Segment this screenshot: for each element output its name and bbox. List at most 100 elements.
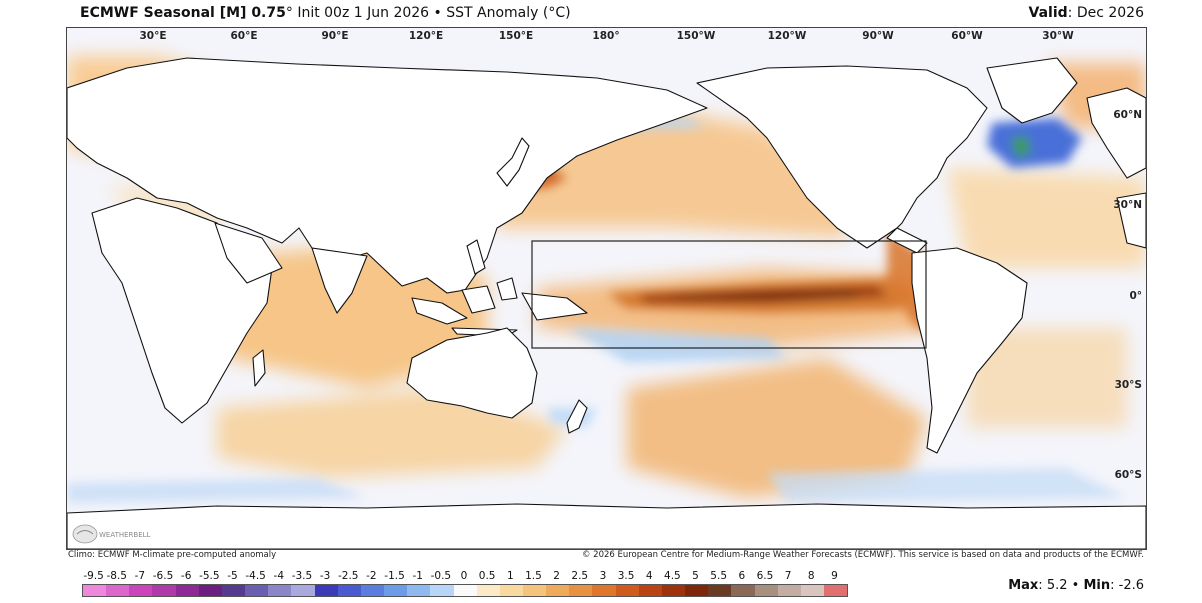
legend-tick-label: -1 (412, 570, 423, 582)
legend-swatch (522, 585, 547, 596)
legend-swatch (569, 585, 593, 596)
min-label: Min (1083, 578, 1111, 593)
legend-tick-label: -1.5 (384, 570, 405, 582)
legend-tick-label: 7 (784, 570, 792, 582)
legend-tick-label: 6.5 (756, 570, 774, 582)
lon-label-150w: 150°W (676, 30, 716, 42)
lon-label-120e: 120°E (408, 30, 444, 42)
land-masses (67, 57, 1146, 549)
lon-label-90e: 90°E (321, 30, 349, 42)
title-separator: • (433, 5, 442, 21)
valid-time: Valid: Dec 2026 (1028, 5, 1144, 21)
legend-swatch (83, 585, 107, 596)
landmass-sulawesi (496, 277, 518, 301)
color-legend (82, 584, 848, 597)
legend-swatch (708, 585, 732, 596)
landmass-arabia (214, 222, 283, 284)
nino-region-box (531, 240, 927, 349)
legend-tick-label: -9.5 (83, 570, 104, 582)
legend-tick-label: 2.5 (571, 570, 589, 582)
legend-swatch (824, 585, 848, 596)
legend-tick-label: -2.5 (337, 570, 359, 582)
landmass-europe-west (1086, 87, 1146, 179)
legend-tick-label: 0.5 (478, 570, 496, 582)
title-bar: ECMWF Seasonal [M] 0.75° Init 00z 1 Jun … (0, 0, 1202, 26)
legend-swatch (268, 585, 292, 596)
lon-label-180: 180° (592, 30, 620, 42)
legend-tick-label: 3.5 (617, 570, 635, 582)
legend-tick-label: -6 (180, 570, 192, 582)
min-value: -2.6 (1118, 578, 1144, 593)
landmass-philippines (466, 239, 486, 275)
legend-swatch (661, 585, 686, 596)
stats-separator: • (1071, 578, 1080, 593)
variable-name: SST Anomaly (°C) (446, 5, 571, 21)
max-label: Max (1008, 578, 1039, 593)
landmass-india (311, 247, 368, 314)
legend-swatch (245, 585, 269, 596)
legend-tick-label: -8.5 (106, 570, 127, 582)
legend-tick-label: -5 (227, 570, 238, 582)
legend-swatch (291, 585, 315, 596)
legend-swatch (360, 585, 385, 596)
init-time: Init 00z 1 Jun 2026 (297, 5, 430, 21)
legend-swatch (546, 585, 570, 596)
legend-tick-label: -3.5 (291, 570, 313, 582)
legend-tick-label: 1 (506, 570, 514, 582)
landmass-borneo (461, 285, 496, 314)
valid-value: Dec 2026 (1076, 5, 1144, 21)
legend-tick-label: 6 (738, 570, 746, 582)
legend-tick-label: 3 (599, 570, 607, 582)
legend-swatch (129, 585, 153, 596)
model-name: ECMWF Seasonal [M] 0.75 (80, 5, 286, 21)
chart-title: ECMWF Seasonal [M] 0.75° Init 00z 1 Jun … (80, 5, 571, 21)
legend-tick-label: 2 (553, 570, 560, 582)
copyright-note: © 2026 European Centre for Medium-Range … (581, 550, 1144, 560)
lat-label-30n: 30°N (1113, 199, 1142, 211)
legend-tick-label: -6.5 (152, 570, 174, 582)
legend-tick-label: -2 (366, 570, 377, 582)
legend-swatch (152, 585, 176, 596)
legend-swatch (175, 585, 199, 596)
legend-swatch (638, 585, 662, 596)
legend-swatch (407, 585, 431, 596)
logo-text: WEATHERBELL (99, 531, 151, 539)
landmass-new-zealand (566, 399, 588, 434)
landmass-south-america (911, 247, 1028, 454)
valid-label: Valid (1028, 5, 1068, 21)
landmass-australia (406, 327, 538, 419)
lat-label-60s: 60°S (1114, 469, 1142, 481)
legend-swatch (800, 585, 824, 596)
landmass-antarctica (67, 503, 1146, 549)
landmass-japan (496, 137, 530, 187)
landmass-north-america (696, 65, 988, 254)
max-value: 5.2 (1046, 578, 1068, 593)
legend-tick-label: 4.5 (664, 570, 681, 582)
degree-symbol: ° (285, 5, 293, 21)
legend-swatch (592, 585, 616, 596)
legend-tick-label: -0.5 (430, 570, 452, 582)
lon-label-60w: 60°W (951, 30, 983, 42)
legend-swatch (384, 585, 408, 596)
lon-label-90w: 90°W (862, 30, 894, 42)
legend-swatch (430, 585, 454, 596)
legend-tick-label: 0 (460, 570, 468, 582)
lon-label-150e: 150°E (498, 30, 534, 42)
sst-anomaly-map (67, 28, 1146, 549)
legend-swatch (476, 585, 500, 596)
legend-tick-label: 8 (807, 570, 815, 582)
legend-tick-label: 9 (831, 570, 838, 582)
landmass-greenland (986, 57, 1078, 124)
legend-swatch (754, 585, 778, 596)
legend-swatch (221, 585, 246, 596)
legend-swatch (337, 585, 361, 596)
lon-label-30w: 30°W (1042, 30, 1074, 42)
weatherbell-logo: WEATHERBELL (72, 524, 151, 544)
lon-label-30e: 30°E (139, 30, 167, 42)
lat-label-0: 0° (1129, 290, 1142, 302)
legend-swatch (499, 585, 523, 596)
legend-swatch (615, 585, 639, 596)
landmass-eurasia (67, 57, 708, 294)
lat-label-60n: 60°N (1113, 109, 1142, 121)
legend-swatch (685, 585, 709, 596)
